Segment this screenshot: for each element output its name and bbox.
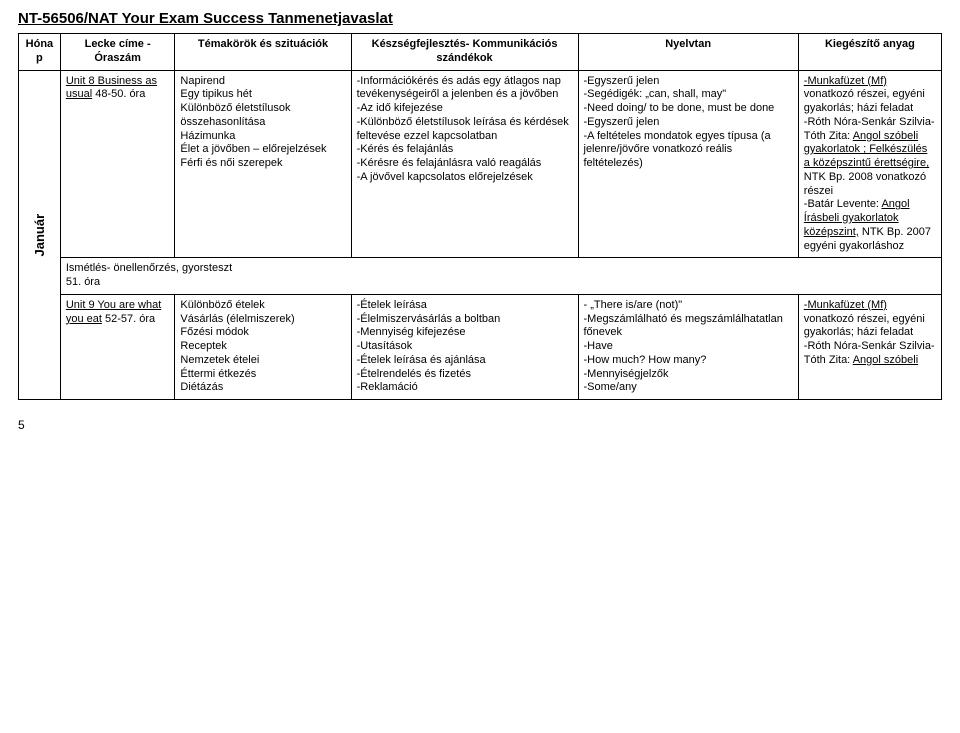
grammar-cell: - „There is/are (not)" -Megszámlálható é… bbox=[578, 294, 798, 399]
review-row: Ismétlés- önellenőrzés, gyorsteszt 51. ó… bbox=[60, 258, 941, 295]
skills-cell: -Ételek leírása -Élelmiszervásárlás a bo… bbox=[351, 294, 578, 399]
lesson-hours: 52-57. óra bbox=[102, 313, 155, 325]
header-lesson: Lecke címe - Óraszám bbox=[60, 34, 175, 71]
header-topics: Témakörök és szituációk bbox=[175, 34, 351, 71]
month-cell: Január bbox=[19, 70, 61, 400]
extra-cell: -Munkafüzet (Mf) vonatkozó részei, egyén… bbox=[798, 294, 941, 399]
header-skills: Készségfejlesztés- Kommunikációs szándék… bbox=[351, 34, 578, 71]
extra-text: Angol szóbeli bbox=[853, 354, 918, 366]
page-number: 5 bbox=[18, 418, 942, 432]
lesson-cell: Unit 9 You are what you eat 52-57. óra bbox=[60, 294, 175, 399]
extra-text: -Munkafüzet (Mf) bbox=[804, 75, 887, 87]
header-month: Hónap bbox=[19, 34, 61, 71]
lesson-hours: 48-50. óra bbox=[92, 88, 145, 100]
page-container: NT-56506/NAT Your Exam Success Tanmenetj… bbox=[0, 0, 960, 452]
extra-text: -Munkafüzet (Mf) bbox=[804, 299, 887, 311]
lesson-cell: Unit 8 Business as usual 48-50. óra bbox=[60, 70, 175, 258]
extra-cell: -Munkafüzet (Mf) vonatkozó részei, egyén… bbox=[798, 70, 941, 258]
header-grammar: Nyelvtan bbox=[578, 34, 798, 71]
topics-cell: Napirend Egy tipikus hét Különböző élets… bbox=[175, 70, 351, 258]
table-row: Január Unit 8 Business as usual 48-50. ó… bbox=[19, 70, 942, 258]
document-title: NT-56506/NAT Your Exam Success Tanmenetj… bbox=[18, 10, 942, 27]
grammar-cell: -Egyszerű jelen -Segédigék: „can, shall,… bbox=[578, 70, 798, 258]
curriculum-table: Hónap Lecke címe - Óraszám Témakörök és … bbox=[18, 33, 942, 400]
skills-cell: -Információkérés és adás egy átlagos nap… bbox=[351, 70, 578, 258]
table-row: Unit 9 You are what you eat 52-57. óra K… bbox=[19, 294, 942, 399]
header-extra: Kiegészítő anyag bbox=[798, 34, 941, 71]
table-header-row: Hónap Lecke címe - Óraszám Témakörök és … bbox=[19, 34, 942, 71]
table-row: Ismétlés- önellenőrzés, gyorsteszt 51. ó… bbox=[19, 258, 942, 295]
topics-cell: Különböző ételek Vásárlás (élelmiszerek)… bbox=[175, 294, 351, 399]
